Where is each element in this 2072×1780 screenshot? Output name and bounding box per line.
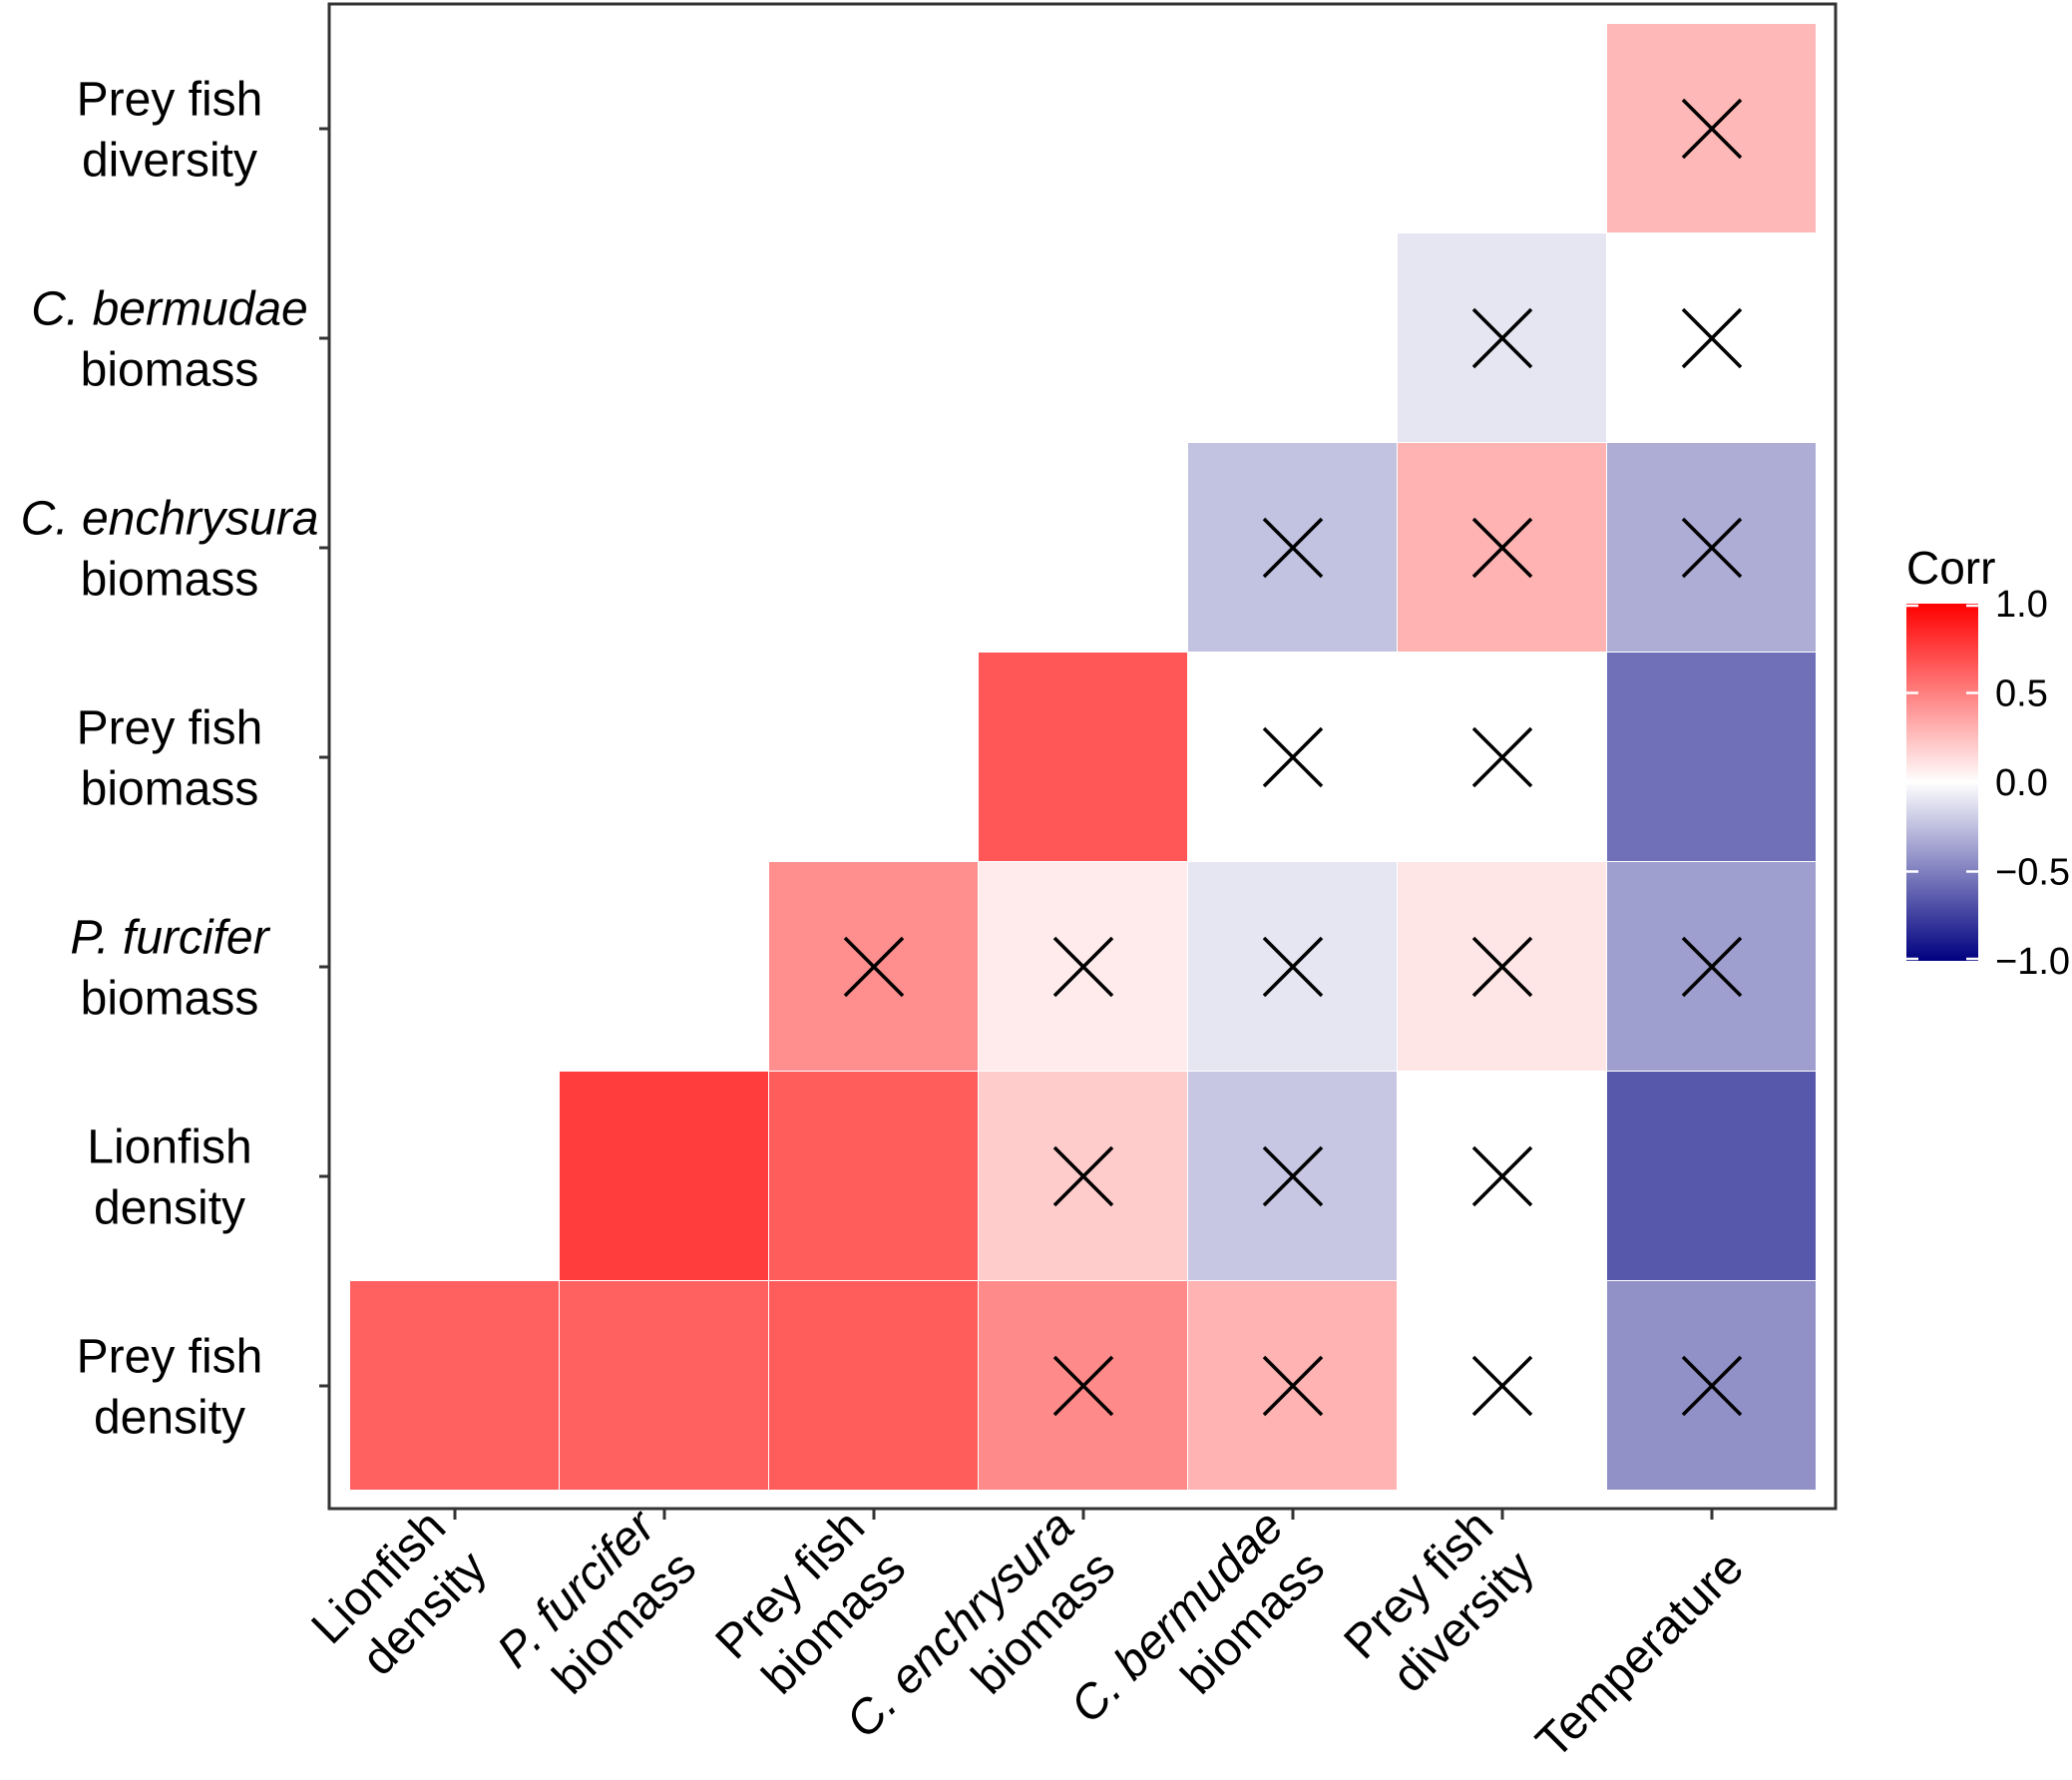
heatmap-cell-r3-c3 — [979, 653, 1187, 861]
cross-mark-r0-c4 — [1262, 1355, 1324, 1417]
cross-mark-r1-c5 — [1471, 1145, 1533, 1207]
heatmap-cell-r1-c1 — [560, 1072, 768, 1280]
legend-title: Corr — [1906, 542, 1995, 594]
cross-mark-r1-c3 — [1052, 1145, 1114, 1207]
cross-mark-r2-c2 — [843, 936, 905, 998]
heatmap-cell-r0-c2 — [769, 1281, 978, 1490]
legend-tick-label: −0.5 — [1995, 852, 2070, 894]
cross-mark-r4-c5 — [1471, 517, 1533, 579]
cross-mark-r4-c4 — [1262, 517, 1324, 579]
significance-crosses — [843, 98, 1743, 1417]
y-tick-label-prey-fish-density-line1: Prey fish — [77, 1331, 263, 1384]
heatmap-cell-r1-c6 — [1607, 1072, 1816, 1280]
cross-mark-r4-c6 — [1681, 517, 1743, 579]
y-tick-label-lionfish-density-line2: density — [94, 1182, 245, 1235]
legend-tick-label: 0.0 — [1995, 762, 2048, 804]
cross-mark-r5-c5 — [1471, 307, 1533, 369]
heatmap-cells — [350, 24, 1816, 1490]
heatmap-cell-r1-c2 — [769, 1072, 978, 1280]
cross-mark-r3-c5 — [1471, 726, 1533, 788]
cross-mark-r0-c6 — [1681, 1355, 1743, 1417]
y-tick-label-prey-fish-diversity-line1: Prey fish — [77, 74, 263, 127]
y-tick-label-c-bermudae-biomass-line2: biomass — [81, 344, 259, 397]
y-tick-label-prey-fish-biomass-line1: Prey fish — [77, 702, 263, 755]
y-tick-label-c-enchrysura-biomass-line2: biomass — [81, 554, 259, 607]
color-legend: Corr 1.0 0.5 0.0 −0.5 −1.0 — [1906, 542, 2070, 983]
cross-mark-r2-c5 — [1471, 936, 1533, 998]
x-tick-label-temperature-line1: Temperature — [1526, 1541, 1754, 1768]
legend-tick-label: −1.0 — [1995, 941, 2070, 983]
cross-mark-r3-c4 — [1262, 726, 1324, 788]
y-tick-label-prey-fish-density-line2: density — [94, 1392, 245, 1445]
y-axis: Prey fish density Lionfish density P. furcif… — [21, 74, 329, 1445]
legend-tick-label: 1.0 — [1995, 584, 2048, 626]
y-tick-label-c-bermudae-biomass-line1: C. bermudae — [31, 283, 307, 336]
cross-mark-r6-c6 — [1681, 98, 1743, 160]
cross-mark-r2-c4 — [1262, 936, 1324, 998]
y-tick-label-lionfish-density-line1: Lionfish — [87, 1121, 251, 1174]
legend-ticks: 1.0 0.5 0.0 −0.5 −1.0 — [1906, 584, 2070, 983]
y-tick-label-prey-fish-biomass-line2: biomass — [81, 763, 259, 816]
cross-mark-r1-c4 — [1262, 1145, 1324, 1207]
cross-mark-r2-c6 — [1681, 936, 1743, 998]
cross-mark-r2-c3 — [1052, 936, 1114, 998]
cross-mark-r0-c5 — [1471, 1355, 1533, 1417]
y-tick-label-p-furcifer-biomass-line1: P. furcifer — [70, 912, 270, 965]
y-tick-label-p-furcifer-biomass-line2: biomass — [81, 973, 259, 1026]
y-tick-label-c-enchrysura-biomass-line1: C. enchrysura — [21, 493, 319, 546]
y-tick-label-prey-fish-diversity-line2: diversity — [82, 135, 257, 188]
legend-tick-label: 0.5 — [1995, 673, 2048, 715]
cross-mark-r5-c6 — [1681, 307, 1743, 369]
cross-mark-r0-c3 — [1052, 1355, 1114, 1417]
heatmap-cell-r3-c6 — [1607, 653, 1816, 861]
heatmap-cell-r0-c1 — [560, 1281, 768, 1490]
heatmap-cell-r0-c0 — [350, 1281, 559, 1490]
